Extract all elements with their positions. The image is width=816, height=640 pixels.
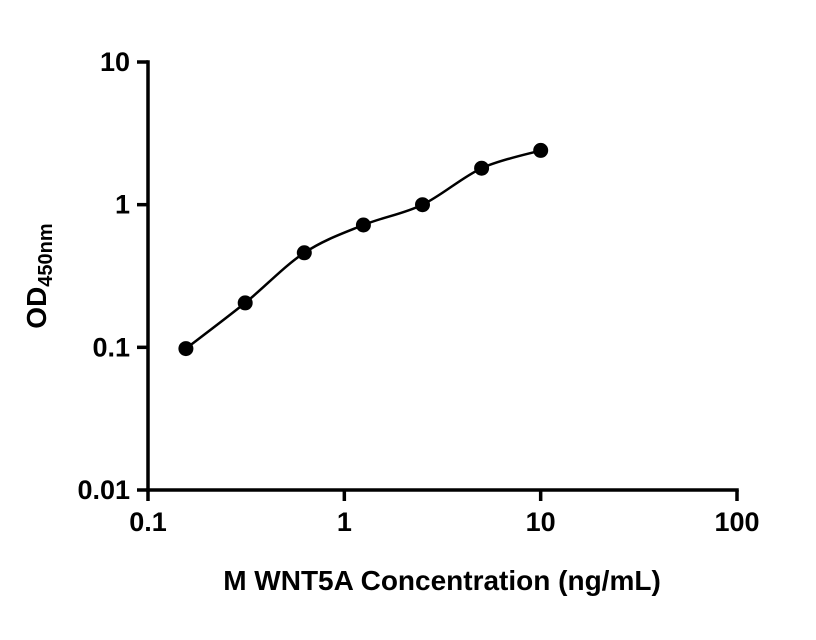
x-axis-title: M WNT5A Concentration (ng/mL) (223, 565, 661, 596)
data-point (533, 142, 549, 158)
data-point (296, 245, 312, 261)
y-tick-label: 0.01 (77, 475, 130, 505)
y-tick-label: 0.1 (92, 332, 130, 362)
y-axis-title-main: OD (21, 287, 52, 329)
data-point (415, 197, 430, 213)
data-point (355, 217, 371, 233)
x-tick-label: 0.1 (129, 507, 167, 537)
x-tick-label: 1 (337, 507, 352, 537)
data-point (474, 160, 490, 176)
x-tick-label: 10 (526, 507, 556, 537)
data-point (178, 341, 194, 357)
y-tick-label: 1 (115, 190, 130, 220)
data-point (237, 295, 253, 311)
y-axis-title: OD450nm (21, 223, 57, 328)
y-axis-title-subscript: 450nm (35, 223, 57, 286)
y-tick-label: 10 (100, 47, 130, 77)
x-tick-label: 100 (714, 507, 759, 537)
fit-curve (185, 149, 542, 350)
